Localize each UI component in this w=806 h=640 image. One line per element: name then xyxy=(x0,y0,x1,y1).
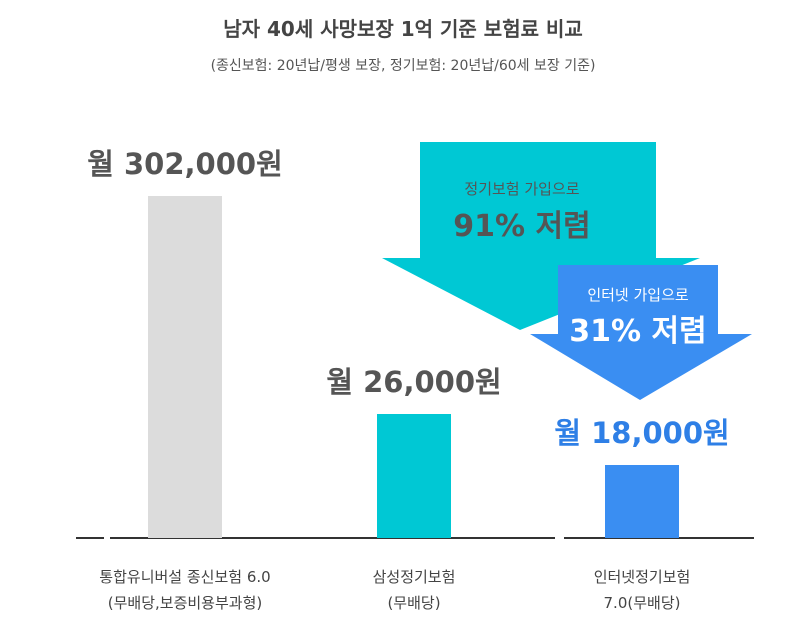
category-label-2-line1: 삼성정기보험 xyxy=(373,568,456,586)
category-label-1-line2: (무배당,보증비용부과형) xyxy=(108,594,262,612)
category-label-2-line2: (무배당) xyxy=(387,594,440,612)
chart-title: 남자 40세 사망보장 1억 기준 보험료 비교 xyxy=(223,17,583,41)
bar-3 xyxy=(605,465,679,538)
value-label-3: 월 18,000원 xyxy=(554,416,729,450)
category-label-1-line1: 통합유니버설 종신보험 6.0 xyxy=(99,568,270,586)
bar-2 xyxy=(377,414,451,538)
chart-subtitle: (종신보험: 20년납/평생 보장, 정기보험: 20년납/60세 보장 기준) xyxy=(211,58,596,74)
category-label-3-line1: 인터넷정기보험 xyxy=(594,568,691,586)
value-label-1: 월 302,000원 xyxy=(87,147,283,181)
value-label-2: 월 26,000원 xyxy=(326,365,501,399)
annotation-teal-line1: 정기보험 가입으로 xyxy=(464,180,579,198)
annotation-blue-line2: 31% 저렴 xyxy=(569,314,706,349)
bar-1 xyxy=(148,196,222,538)
annotation-blue-line1: 인터넷 가입으로 xyxy=(587,286,689,304)
category-label-3-line2: 7.0(무배당) xyxy=(604,594,681,612)
annotation-teal-line2: 91% 저렴 xyxy=(453,209,590,244)
savings-arrow-blue xyxy=(530,265,752,400)
